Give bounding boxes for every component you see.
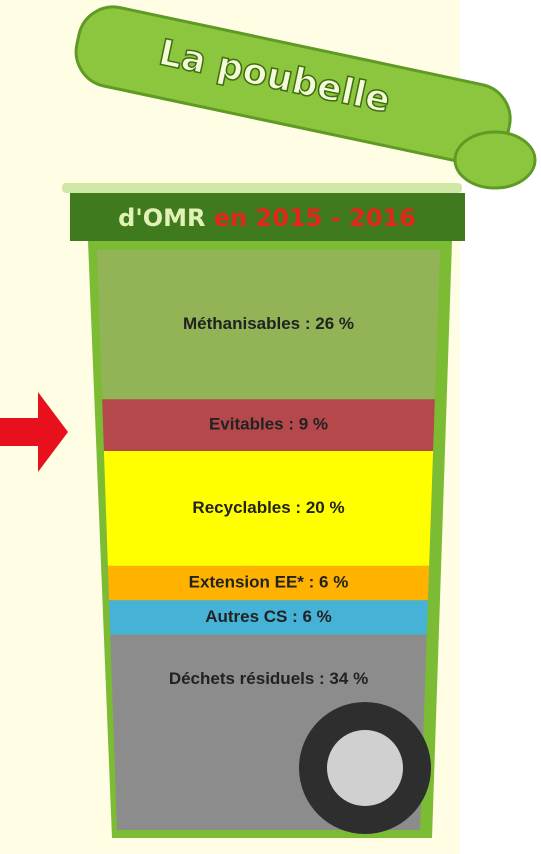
segment xyxy=(103,450,434,566)
segment-label: Déchets résiduels : 34 % xyxy=(169,669,368,688)
segments: Méthanisables : 26 % Evitables : 9 % Recyc… xyxy=(97,250,440,830)
lid: La poubelle xyxy=(74,5,512,166)
segment xyxy=(102,399,435,451)
segment-label: Méthanisables : 26 % xyxy=(183,314,354,333)
lid-handle xyxy=(453,130,537,190)
segment-label: Evitables : 9 % xyxy=(209,415,328,434)
subtitle-text: d'OMR xyxy=(118,204,205,232)
arrow xyxy=(0,392,68,472)
segment-label: Extension EE* : 6 % xyxy=(189,573,349,592)
wheel-hub xyxy=(327,730,403,806)
segment-label: Recyclables : 20 % xyxy=(192,498,344,517)
segment-label: Autres CS : 6 % xyxy=(205,607,332,626)
rim xyxy=(62,183,462,193)
lid-shape xyxy=(74,5,512,166)
segment xyxy=(97,250,440,400)
segment xyxy=(107,565,430,601)
band xyxy=(70,193,465,241)
subtitle: d'OMR en 2015 - 2016 xyxy=(118,204,416,232)
period: en 2015 - 2016 xyxy=(214,204,416,232)
segment xyxy=(109,600,428,635)
